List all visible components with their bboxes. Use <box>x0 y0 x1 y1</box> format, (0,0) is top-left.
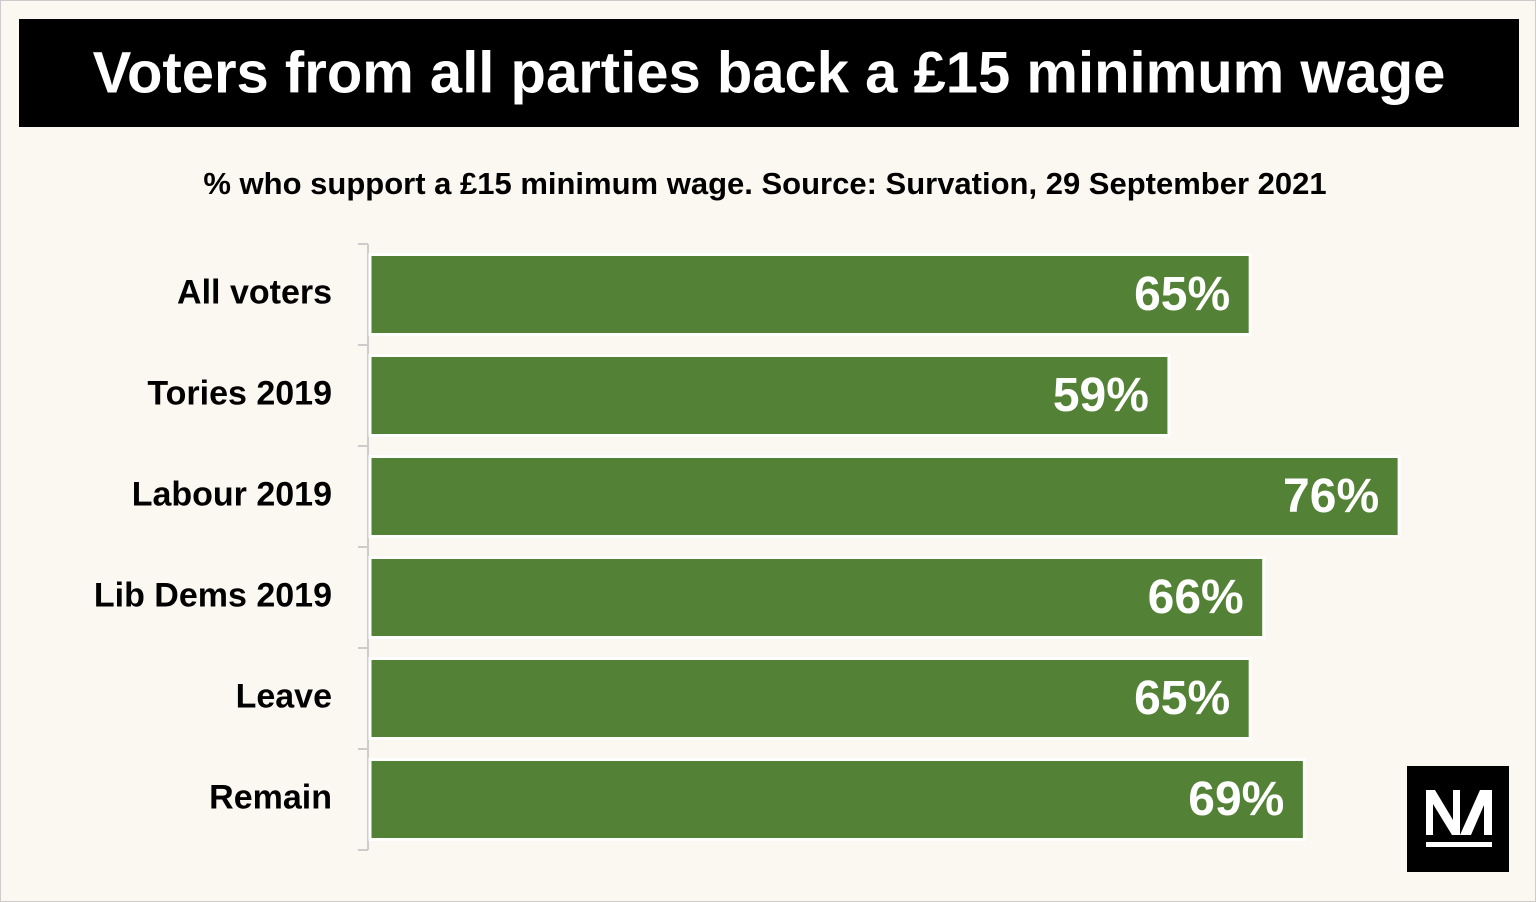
value-label: 65% <box>1134 268 1230 321</box>
category-label: Leave <box>236 677 332 715</box>
chart-title: Voters from all parties back a £15 minim… <box>93 40 1446 105</box>
bar <box>368 758 1306 841</box>
bar <box>368 455 1401 538</box>
category-label: Labour 2019 <box>132 475 332 513</box>
category-label: Lib Dems 2019 <box>94 576 332 614</box>
value-label: 59% <box>1053 369 1149 422</box>
bar <box>368 253 1252 336</box>
bar <box>368 657 1252 740</box>
category-label: Tories 2019 <box>147 374 332 412</box>
value-label: 69% <box>1188 773 1284 826</box>
value-label: 66% <box>1148 571 1244 624</box>
value-label: 76% <box>1283 470 1379 523</box>
logo <box>1407 766 1509 872</box>
value-label: 65% <box>1134 672 1230 725</box>
title-bar <box>19 19 1519 127</box>
category-label: Remain <box>209 778 332 816</box>
logo-underline <box>1426 842 1492 847</box>
bar <box>368 354 1171 437</box>
category-label: All voters <box>177 273 332 311</box>
chart-subtitle: % who support a £15 minimum wage. Source… <box>203 166 1326 201</box>
bar <box>368 556 1266 639</box>
logo-mark <box>1426 790 1492 835</box>
